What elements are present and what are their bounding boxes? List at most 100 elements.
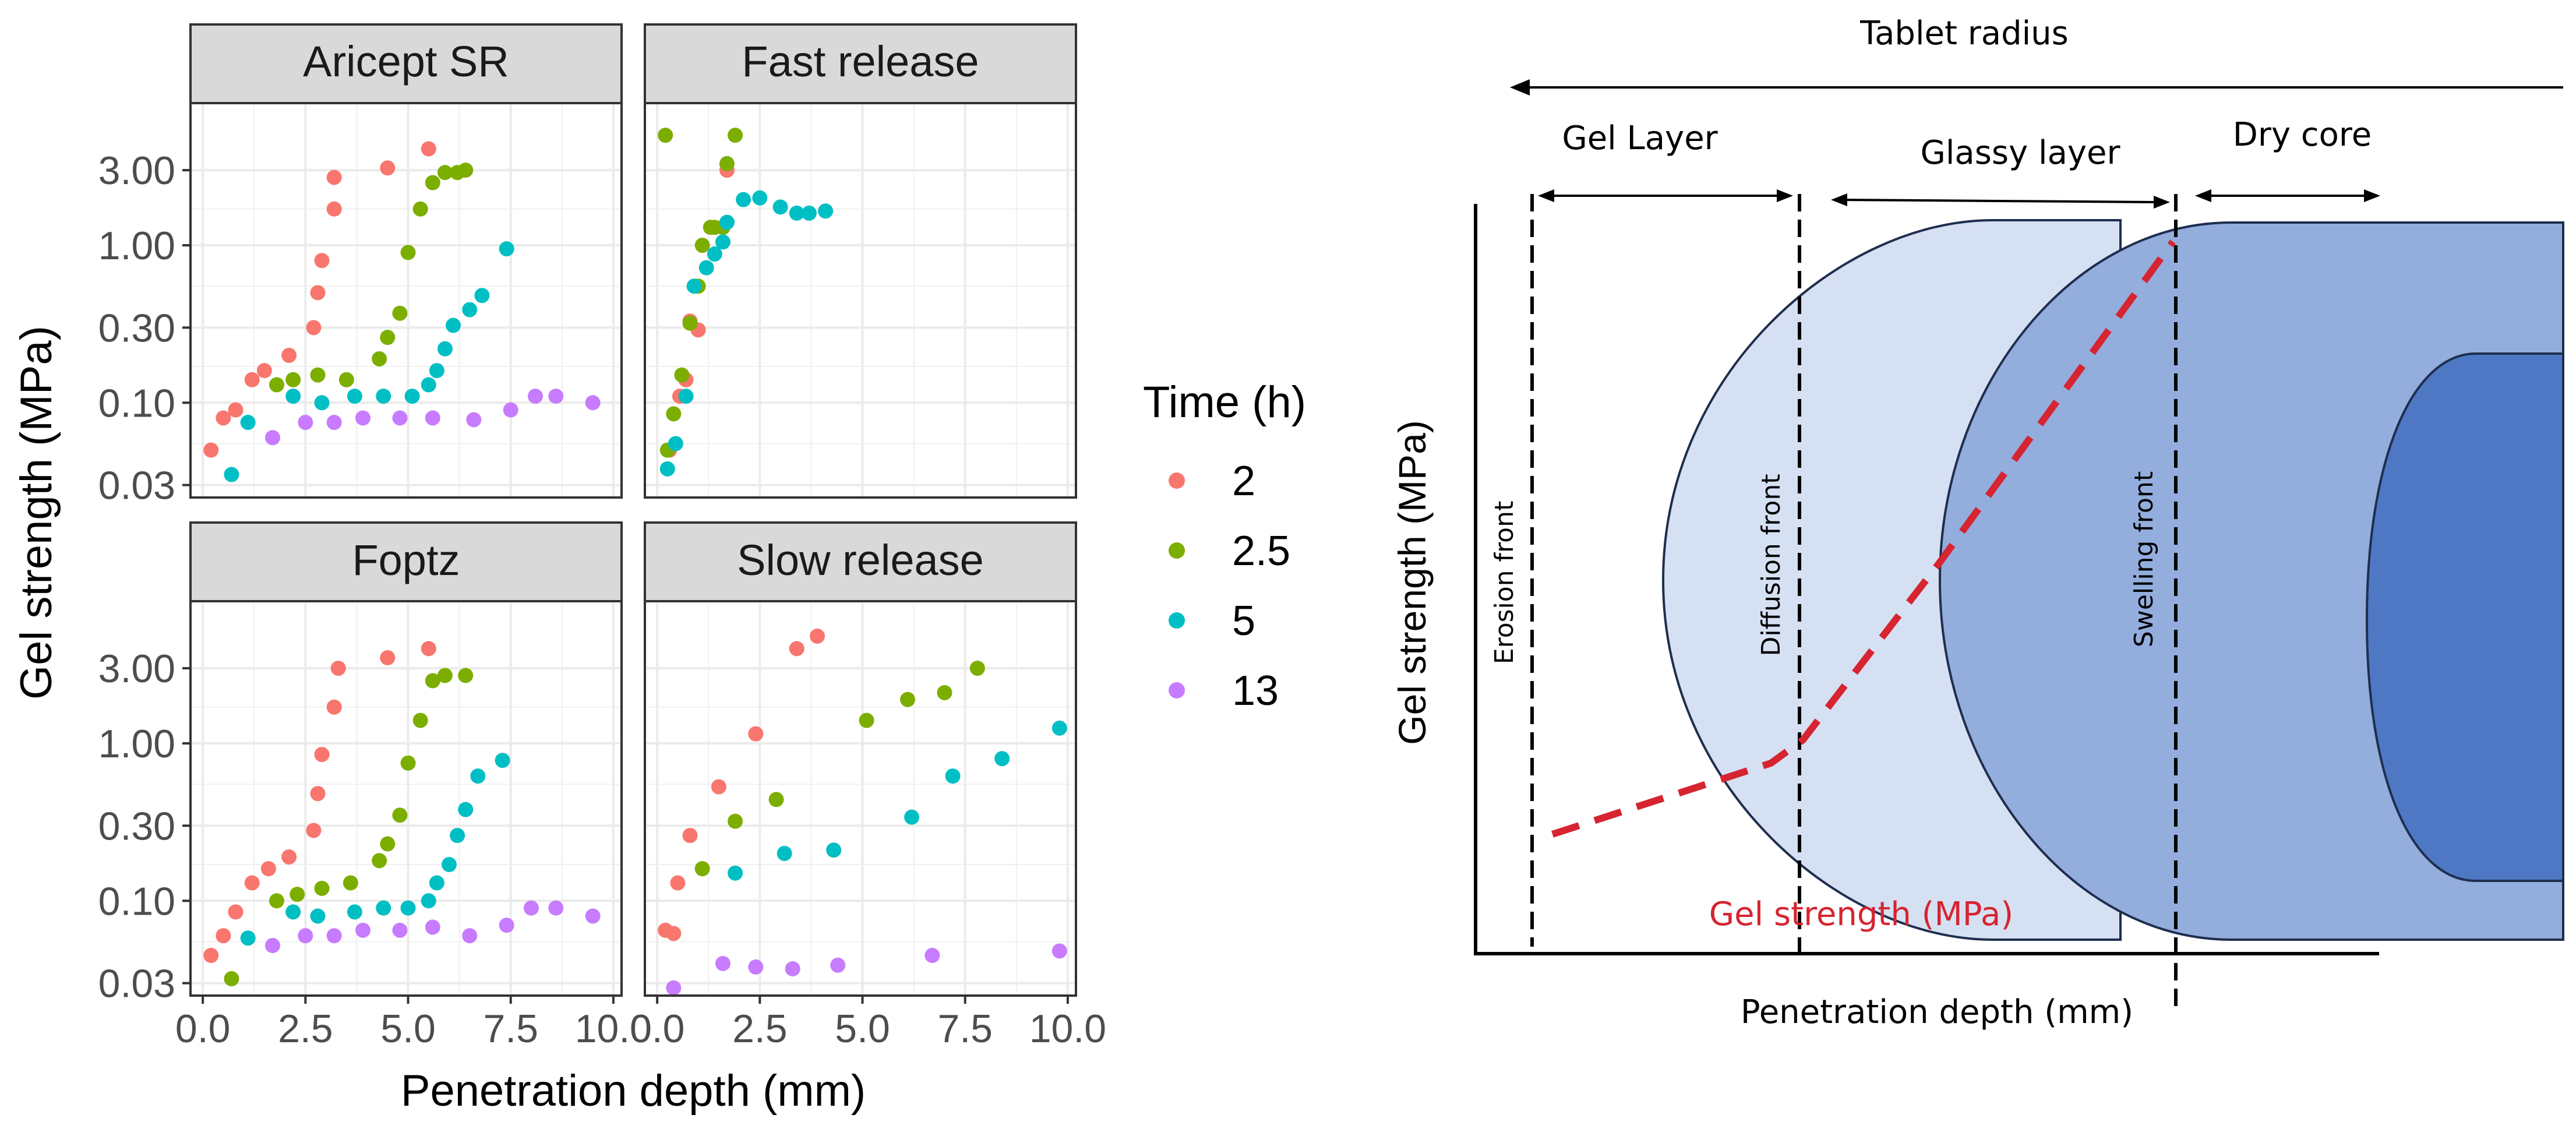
data-point-t2-5 — [310, 367, 326, 383]
data-point-t5 — [310, 908, 326, 924]
data-point-t2-5 — [224, 971, 239, 987]
data-point-t5 — [659, 461, 675, 477]
legend-label-13: 13 — [1232, 668, 1279, 714]
gel-layer-span — [1538, 189, 1793, 202]
data-point-t2 — [203, 442, 219, 458]
legend-label-5: 5 — [1232, 598, 1255, 644]
data-point-t5 — [421, 377, 436, 393]
data-point-t5 — [470, 768, 486, 784]
data-point-t2-5 — [674, 367, 690, 383]
data-point-t13 — [392, 410, 408, 426]
data-point-t13 — [425, 410, 440, 426]
data-point-t2 — [326, 170, 342, 185]
y-tick-label: 1.00 — [98, 224, 175, 268]
data-point-t2 — [281, 347, 297, 363]
data-point-t5 — [728, 865, 743, 881]
data-point-t2 — [711, 779, 726, 795]
data-point-t5 — [314, 395, 330, 411]
data-point-t13 — [528, 389, 543, 404]
data-point-t5 — [442, 857, 457, 873]
strip-title-fast-release: Fast release — [742, 37, 979, 86]
data-point-t13 — [523, 900, 539, 916]
data-point-t2-5 — [400, 245, 416, 260]
data-point-t2 — [228, 904, 244, 920]
gel-strength-curve-label: Gel strength (MPa) — [1709, 895, 2013, 933]
data-point-t2-5 — [458, 163, 474, 178]
data-point-t5 — [994, 751, 1010, 767]
data-point-t13 — [785, 961, 800, 976]
data-point-t2 — [244, 875, 260, 891]
data-point-t13 — [326, 928, 342, 944]
data-point-t13 — [503, 402, 518, 418]
data-point-t13 — [548, 900, 564, 916]
data-point-t5 — [777, 845, 792, 861]
data-point-t13 — [548, 389, 564, 404]
data-point-t5 — [376, 389, 391, 404]
data-point-t13 — [462, 928, 478, 944]
data-point-t2 — [326, 699, 342, 715]
swelling-diagram: Tablet radius Gel Layer Glassy layer Dry… — [1391, 15, 2564, 1031]
data-point-t13 — [264, 938, 280, 954]
data-point-t2-5 — [269, 893, 284, 909]
data-point-t2-5 — [425, 175, 440, 190]
data-point-t13 — [499, 918, 514, 933]
facet-border — [644, 600, 1077, 997]
data-point-t5 — [772, 199, 788, 215]
data-point-t5 — [404, 389, 420, 404]
data-point-t5 — [224, 467, 239, 482]
data-point-t2 — [314, 253, 330, 269]
data-point-t5 — [376, 900, 391, 916]
data-point-t5 — [715, 234, 731, 250]
data-point-t2-5 — [290, 887, 305, 902]
data-point-t2 — [260, 861, 276, 877]
data-point-t13 — [298, 415, 313, 431]
facet-border — [189, 102, 623, 499]
data-point-t5 — [458, 802, 474, 817]
x-tick-label: 0.0 — [175, 1007, 231, 1051]
facet-panel-3 — [644, 521, 1077, 1004]
data-point-t5 — [437, 341, 453, 357]
data-point-t2 — [216, 410, 231, 426]
data-point-t5 — [421, 893, 436, 909]
data-point-t2 — [306, 823, 322, 838]
y-tick-label: 0.10 — [98, 879, 175, 923]
data-point-t5 — [347, 389, 362, 404]
data-point-t13 — [715, 955, 731, 971]
legend-marker-2-5 — [1169, 542, 1185, 559]
data-point-t2 — [216, 928, 231, 944]
data-point-t13 — [264, 430, 280, 446]
legend-title: Time (h) — [1143, 378, 1306, 427]
y-tick-label: 3.00 — [98, 149, 175, 193]
data-point-t5 — [446, 317, 461, 333]
data-point-t2-5 — [719, 156, 735, 171]
data-point-t5 — [240, 930, 256, 946]
data-point-t2-5 — [285, 372, 301, 387]
data-point-t2 — [326, 201, 342, 217]
data-point-t2 — [281, 849, 297, 865]
data-point-t13 — [466, 412, 482, 428]
data-point-t5 — [474, 288, 490, 304]
data-point-t2-5 — [682, 315, 698, 331]
data-point-t2 — [380, 650, 396, 666]
data-point-t2 — [256, 363, 272, 379]
diagram-y-axis-title: Gel strength (MPa) — [1391, 420, 1434, 745]
data-point-t5 — [945, 768, 961, 784]
facet-border — [644, 102, 1077, 499]
swelling-front-label: Swelling front — [2129, 471, 2159, 647]
dry-core-shape — [2365, 352, 2564, 882]
data-point-t13 — [924, 948, 940, 964]
data-point-t2-5 — [372, 351, 387, 366]
facet-panel-2 — [182, 521, 623, 1004]
data-point-t13 — [355, 410, 370, 426]
data-point-t13 — [585, 908, 601, 924]
data-point-t5 — [707, 246, 722, 262]
tick-labels: 0.03 0.10 0.30 1.00 3.00 0.03 0.10 0.30 1.00 3.00… — [98, 149, 1106, 1051]
data-point-t5 — [719, 214, 735, 230]
x-tick-label: 10.0 — [1029, 1007, 1106, 1051]
data-point-t2 — [666, 926, 682, 941]
data-point-t2-5 — [694, 238, 710, 253]
x-tick-label: 7.5 — [937, 1007, 993, 1051]
facet-plot-area — [190, 103, 622, 498]
data-point-t2 — [314, 747, 330, 763]
data-point-t2-5 — [666, 406, 682, 422]
